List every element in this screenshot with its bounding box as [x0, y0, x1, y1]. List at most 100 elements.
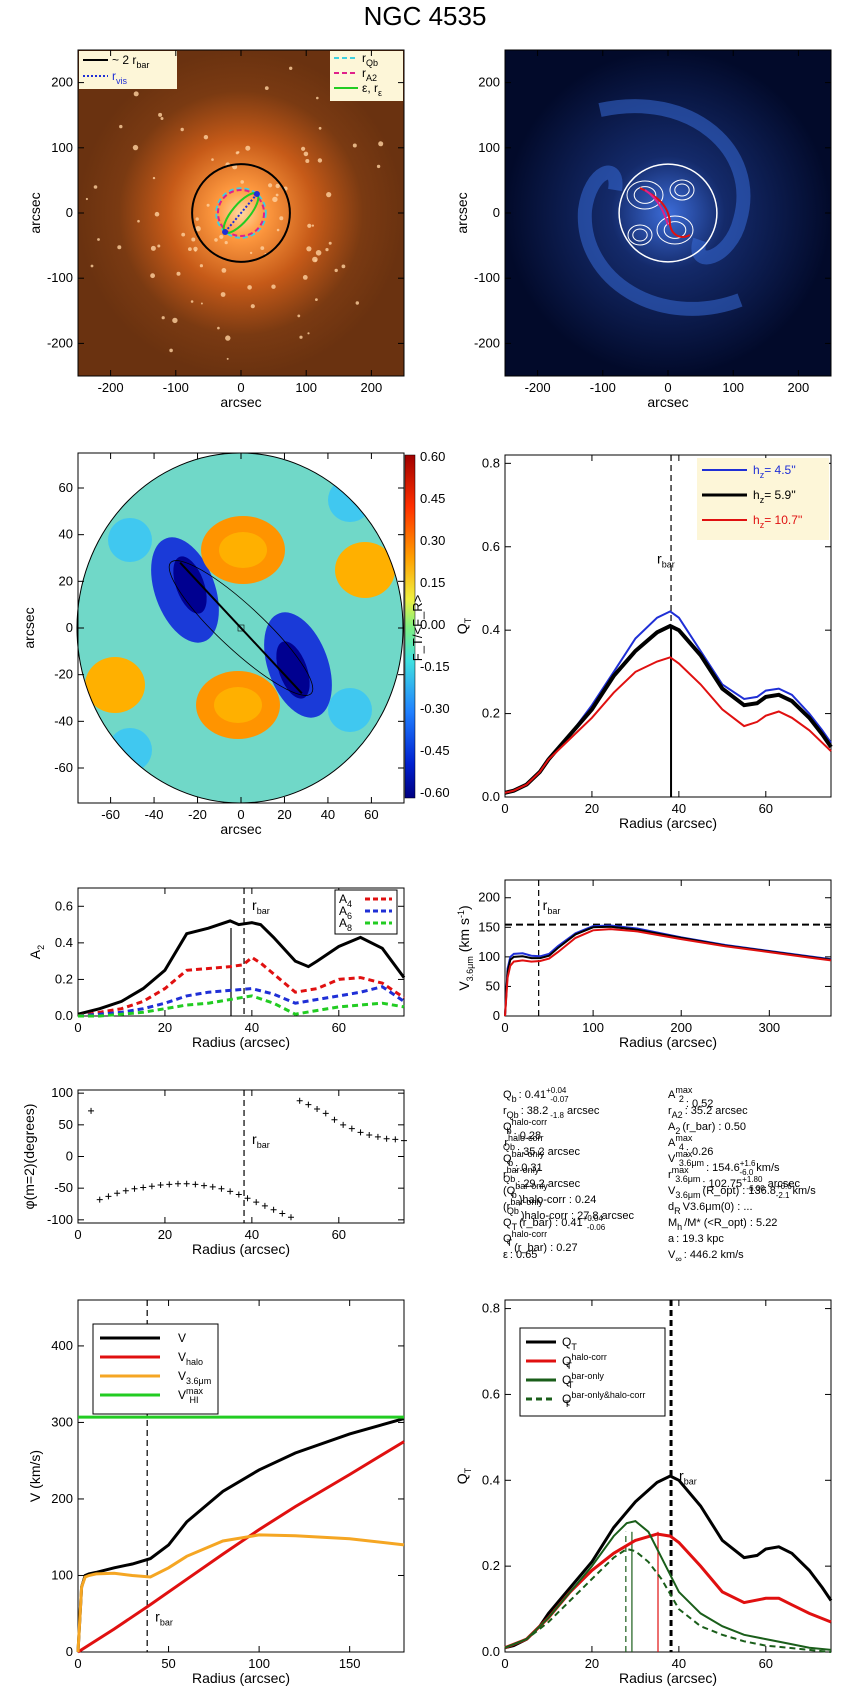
star [315, 298, 318, 301]
legend-label: hz= 10.7'' [753, 513, 802, 530]
info-row: Amax 2: 0.52 [668, 1085, 713, 1110]
y-tick-label: 0 [66, 1644, 73, 1659]
star [157, 244, 161, 248]
star [302, 275, 308, 280]
star [303, 151, 309, 157]
phase-point [348, 1125, 355, 1132]
phase-point [296, 1097, 303, 1104]
bar-trace [644, 189, 669, 226]
phase-point [331, 1116, 338, 1123]
y-tick-label: 200 [478, 75, 500, 90]
x-tick-label: 100 [295, 380, 317, 395]
colorbar-tick-label: -0.60 [420, 785, 450, 800]
star [117, 245, 122, 250]
velocity-series [504, 928, 832, 1017]
phase-point [114, 1190, 121, 1197]
legend-label: rQb [362, 51, 378, 68]
legend-label: Vmax HI [178, 1386, 204, 1405]
y-tick-label: 100 [51, 140, 73, 155]
x-tick-label: 0 [501, 1656, 508, 1671]
x-tick-label: -100 [590, 380, 616, 395]
qt-series [504, 1520, 832, 1651]
star [194, 249, 197, 252]
star [193, 246, 198, 252]
phase-point [157, 1182, 164, 1188]
x-tick-label: -200 [525, 380, 551, 395]
star [299, 335, 303, 339]
star [260, 246, 265, 251]
y-axis-label: A2 [27, 945, 46, 959]
star [195, 226, 201, 232]
y-tick-label: 200 [51, 75, 73, 90]
colorbar-tick-label: -0.30 [420, 701, 450, 716]
x-axis-label: Radius (arcsec) [619, 815, 717, 831]
x-tick-label: 0 [74, 1227, 81, 1242]
info-row: rhalo-corr Qb: 35.2 arcsec [503, 1133, 580, 1158]
x-tick-label: 20 [158, 1227, 172, 1242]
rbar-label: rbar [543, 897, 561, 916]
phase-point [287, 1214, 294, 1221]
panel-p7: 0 20 40 60 -100 -50 0 50 100 Radius (arcsec) φ(m=2… [21, 1085, 407, 1257]
contour [627, 224, 653, 246]
star [289, 66, 293, 71]
colorbar [404, 454, 416, 799]
legend-label: A8 [339, 916, 352, 933]
y-tick-label: 0 [493, 1008, 500, 1023]
colorbar-tick-label: 0.45 [420, 491, 445, 506]
y-tick-label: 200 [51, 1491, 73, 1506]
phase-point [374, 1133, 381, 1140]
x-tick-label: 0 [74, 1656, 81, 1671]
rvis-line [224, 193, 258, 233]
phase-point [401, 1137, 407, 1144]
x-tick-label: 40 [672, 1656, 686, 1671]
phase-point [383, 1135, 390, 1142]
y-tick-label: 200 [478, 890, 500, 905]
colorbar-tick-label: 0.00 [420, 617, 445, 632]
plot-frame [77, 1299, 405, 1653]
x-tick-label: 100 [248, 1656, 270, 1671]
y-axis-label: φ(m=2)(degrees) [21, 1104, 37, 1210]
contour [656, 215, 694, 245]
y-tick-label: -200 [474, 335, 500, 350]
info-row: QT (r_bar) : 0.41+0.04 -0.06 [503, 1214, 606, 1232]
phase-point [322, 1110, 329, 1117]
star [326, 192, 332, 198]
star [154, 211, 160, 217]
star [180, 127, 184, 132]
x-axis-label: arcsec [647, 394, 688, 410]
phase-point [140, 1184, 147, 1191]
x-tick-label: 0 [664, 380, 671, 395]
phase-point [392, 1136, 399, 1143]
x-tick-label: -40 [145, 807, 164, 822]
star [245, 145, 251, 151]
qt-series [504, 1532, 832, 1650]
contour [632, 228, 648, 242]
info-row: Qbar-only b: 0.31 [503, 1149, 545, 1174]
y-axis-label: QT [454, 617, 473, 634]
rbar-label: rbar [657, 550, 675, 569]
phase-point [131, 1185, 138, 1192]
spiral-arm [577, 165, 743, 316]
phase-point [340, 1121, 347, 1128]
phase-point [314, 1106, 321, 1112]
star [93, 185, 98, 189]
legend-label: hz= 5.9'' [753, 488, 796, 505]
y-tick-label: 300 [51, 1414, 73, 1429]
x-axis-label: arcsec [220, 821, 261, 837]
star [271, 284, 276, 289]
rvis-marker [253, 191, 260, 198]
star [306, 246, 312, 252]
phase-point [166, 1181, 173, 1188]
colorbar-tick-label: -0.45 [420, 743, 450, 758]
phase-point [96, 1196, 103, 1203]
y-tick-label: 100 [51, 1567, 73, 1582]
y-tick-label: -50 [54, 1180, 73, 1195]
rbar-label: rbar [252, 897, 270, 916]
x-tick-label: 100 [582, 1020, 604, 1035]
star [119, 124, 123, 129]
star [226, 357, 229, 360]
phase-point [174, 1180, 181, 1187]
y-tick-label: -200 [47, 335, 73, 350]
